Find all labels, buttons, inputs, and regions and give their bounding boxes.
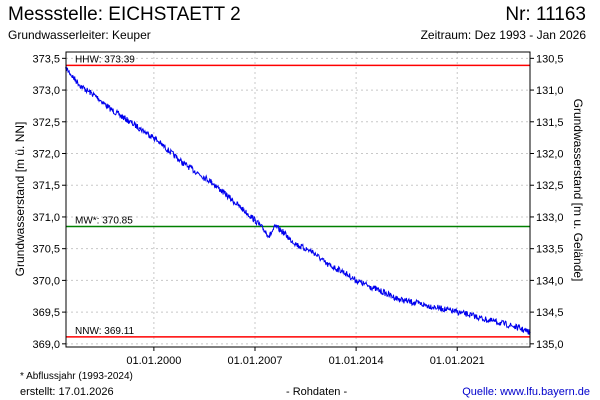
- raw-data-note: - Rohdaten -: [286, 386, 348, 398]
- y2-tick-label: 134,0: [536, 275, 564, 287]
- station-number: Nr: 11163: [505, 4, 586, 25]
- y-tick-label: 373,0: [32, 85, 60, 97]
- series-point: [254, 219, 256, 222]
- series-line: [65, 64, 531, 335]
- series-point: [239, 206, 242, 209]
- y-tick-label: 370,0: [32, 275, 60, 287]
- series-point: [340, 269, 343, 272]
- y-tick-label: 373,5: [32, 53, 60, 65]
- y2-tick-label: 132,5: [536, 180, 564, 192]
- series-point: [398, 298, 401, 301]
- aquifer-label: Grundwasserleiter: Keuper: [8, 28, 151, 42]
- y2-tick-label: 131,5: [536, 117, 564, 129]
- y-tick-label: 371,5: [32, 180, 60, 192]
- y2-tick-label: 131,0: [536, 85, 564, 97]
- y2-tick-label: 132,0: [536, 149, 564, 161]
- series-point: [72, 76, 75, 79]
- series-point: [138, 127, 141, 130]
- reference-label-high: HHW: 373.39: [75, 54, 135, 65]
- reference-lines: HHW: 373.39 MW*: 370.85 NNW: 369.11: [66, 54, 530, 338]
- series-point: [283, 231, 285, 234]
- series-point: [288, 238, 291, 241]
- page-title: Messstelle: EICHSTAETT 2: [8, 4, 241, 25]
- series-point: [326, 263, 329, 266]
- y2-tick-label: 134,5: [536, 307, 564, 319]
- plot-frame: [65, 51, 531, 348]
- x-tick-label: 01.01.2014: [329, 355, 384, 367]
- series-point: [355, 279, 358, 282]
- series-point: [427, 304, 430, 307]
- y2-tick-label: 130,5: [536, 53, 564, 65]
- series-point: [274, 225, 277, 228]
- series-point: [167, 149, 170, 152]
- series-point: [441, 308, 444, 310]
- y-tick-label: 372,5: [32, 117, 60, 129]
- period-label: Zeitraum: Dez 1993 - Jan 2026: [420, 28, 586, 42]
- series-point: [181, 162, 184, 164]
- series-point: [196, 171, 199, 174]
- y2-tick-label: 133,0: [536, 212, 564, 224]
- series-point: [95, 95, 97, 98]
- series-point: [311, 250, 314, 253]
- y-axis-left-label: Grundwasserstand [m ü. NN]: [13, 122, 27, 277]
- series-point: [152, 136, 155, 139]
- series-point: [297, 244, 300, 247]
- grid: [66, 52, 530, 347]
- y2-tick-label: 135,0: [536, 339, 564, 351]
- series-point: [109, 108, 112, 110]
- source-link[interactable]: Quelle: www.lfu.bayern.de: [462, 386, 590, 398]
- series-point: [80, 85, 83, 88]
- y-tick-label: 372,0: [32, 149, 60, 161]
- x-tick-label: 01.01.2021: [430, 355, 485, 367]
- axes: 369,0 369,5 370,0 370,5 371,0 371,5 372,0 372,5…: [32, 53, 563, 367]
- y-axis-right-label: Grundwasserstand [m u. Gelände]: [571, 99, 585, 282]
- reference-label-mean: MW*: 370.85: [75, 215, 133, 226]
- series-layer: [65, 64, 531, 335]
- series-point: [514, 325, 516, 328]
- series-point: [369, 285, 372, 288]
- x-tick-label: 01.01.2000: [126, 355, 181, 367]
- created-date: erstellt: 17.01.2026: [20, 386, 114, 398]
- series-point: [456, 311, 459, 314]
- series-point: [412, 301, 415, 304]
- series-point: [210, 181, 213, 183]
- series-point: [499, 321, 502, 324]
- x-tick-label: 01.01.2007: [227, 355, 282, 367]
- y-tick-label: 369,5: [32, 307, 60, 319]
- series-point: [485, 318, 488, 321]
- series-point: [268, 235, 271, 237]
- y2-tick-label: 133,5: [536, 244, 564, 256]
- series-point: [124, 117, 126, 120]
- footnote: * Abflussjahr (1993-2024): [20, 371, 133, 382]
- series-point: [470, 314, 473, 317]
- series-point: [225, 193, 228, 196]
- y-tick-label: 369,0: [32, 339, 60, 351]
- reference-label-low: NNW: 369.11: [75, 326, 135, 337]
- y-tick-label: 371,0: [32, 212, 60, 224]
- y-tick-label: 370,5: [32, 244, 60, 256]
- series-point: [384, 292, 386, 294]
